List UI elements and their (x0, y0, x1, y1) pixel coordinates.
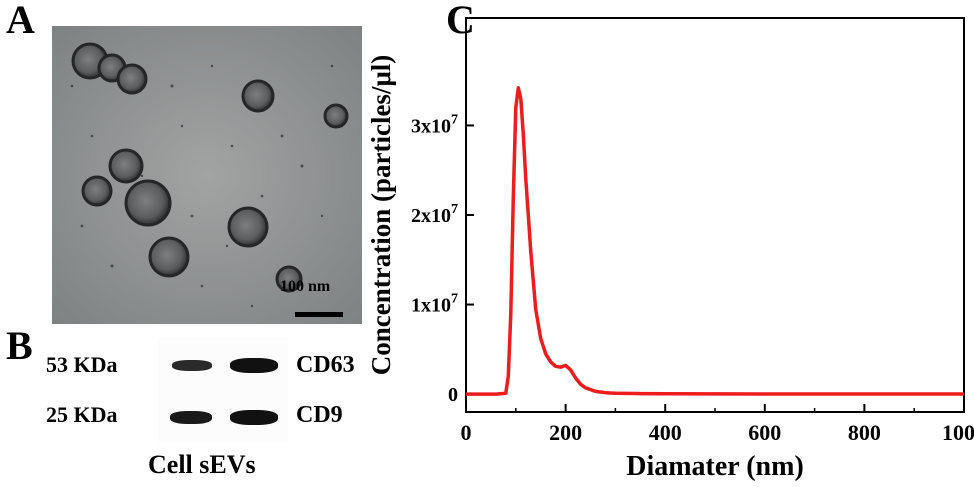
band-cell-cd63 (172, 360, 212, 371)
y-tick-label-0: 0 (448, 384, 458, 406)
band-sevs-cd9 (230, 410, 278, 425)
y-tick-label-3: 3x107 (411, 112, 458, 137)
x-tick-label-1: 200 (549, 420, 582, 445)
scale-bar-label: 100 nm (280, 278, 331, 295)
x-tick-label-2: 400 (649, 420, 682, 445)
band-cell-cd9 (170, 411, 212, 424)
y-axis-label: Concentration (particles/μl) (370, 55, 396, 376)
y-tick-exponent-2: 7 (451, 202, 458, 217)
wb-weight-2: 25 KDa (46, 402, 118, 427)
y-tick-label-1: 1x107 (411, 292, 458, 317)
wb-marker-2: CD9 (296, 402, 343, 428)
x-tick-label-4: 800 (848, 420, 881, 445)
y-tick-exponent-3: 7 (451, 112, 458, 127)
scale-bar (295, 312, 343, 317)
y-tick-exponent-1: 7 (451, 292, 458, 307)
x-tick-label-0: 0 (461, 420, 472, 445)
tem-micrograph: 100 nm (52, 26, 362, 324)
y-tick-label-2: 2x107 (411, 202, 458, 227)
western-blot (158, 338, 288, 442)
x-tick-label-3: 600 (748, 420, 781, 445)
wb-marker-1: CD63 (296, 352, 355, 378)
wb-weight-1: 53 KDa (46, 352, 118, 377)
lane-labels: Cell sEVs (148, 450, 256, 479)
panel-c-letter: C (446, 0, 475, 42)
series-line-0 (466, 86, 964, 396)
band-sevs-cd63 (230, 358, 278, 373)
plot-frame (465, 17, 965, 413)
x-axis-label: Diamater (nm) (626, 451, 804, 482)
panel-b-letter: B (6, 323, 33, 368)
panel-a-letter: A (6, 0, 35, 42)
tem-image (52, 26, 362, 324)
